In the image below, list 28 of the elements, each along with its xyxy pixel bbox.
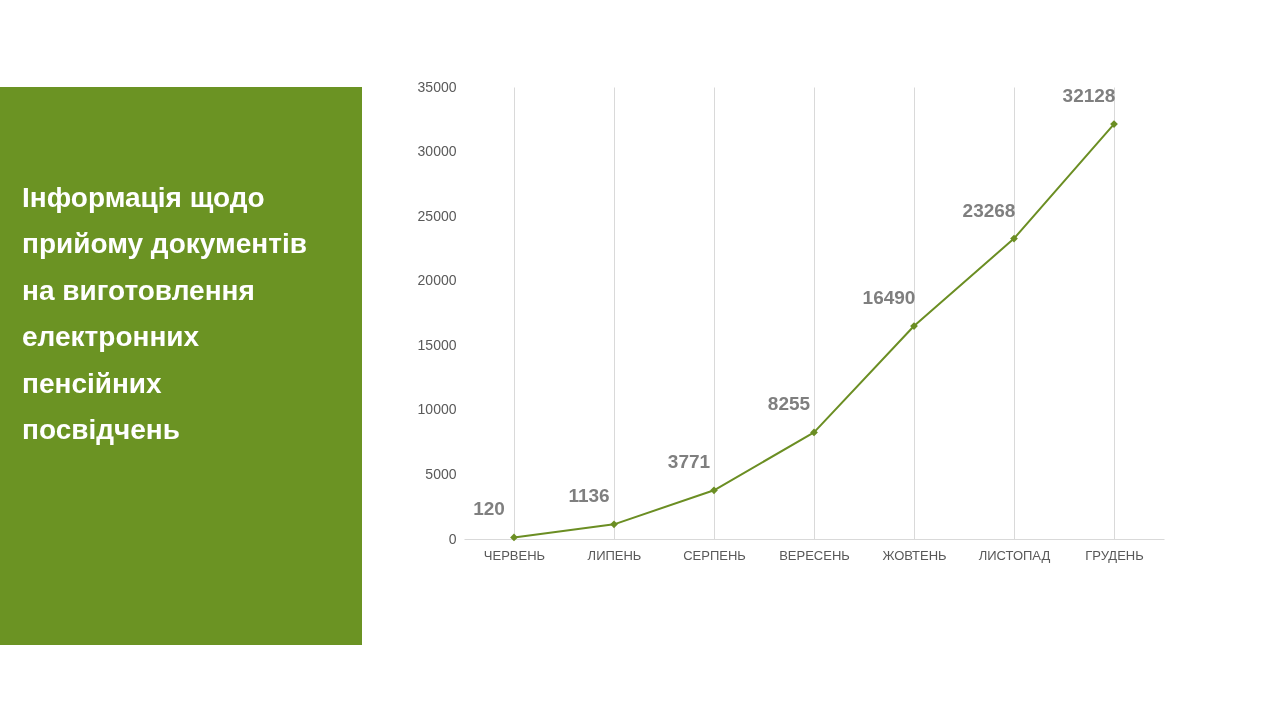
x-tick-label: ГРУДЕНЬ (1085, 547, 1144, 563)
x-tick-label: ЛИСТОПАД (978, 547, 1051, 563)
data-label: 3771 (667, 451, 711, 473)
data-label: 8255 (767, 393, 811, 415)
y-tick-label: 35000 (417, 78, 457, 95)
data-label: 23268 (962, 199, 1016, 221)
x-tick-label: ВЕРЕСЕНЬ (779, 547, 850, 563)
text: Інформація щодо прийому документів на виготовлення електронних пенсійних посвідчень (22, 181, 307, 446)
point (710, 486, 718, 495)
point (510, 533, 518, 542)
x-tick-label: ЖОВТЕНЬ (882, 547, 947, 563)
y-tick-label: 20000 (417, 272, 457, 289)
point (610, 520, 618, 529)
point (810, 428, 818, 437)
y-tick-label: 30000 (417, 143, 457, 160)
point (1010, 234, 1018, 243)
data-label: 16490 (862, 287, 916, 309)
y-tick-label: 15000 (417, 336, 457, 353)
x-tick-label: ЧЕРВЕНЬ (483, 547, 546, 563)
y-tick-label: 0 (448, 530, 457, 547)
y-tick-label: 25000 (417, 207, 457, 224)
y-tick-label: 10000 (417, 401, 457, 418)
x-tick-label: СЕРПЕНЬ (683, 547, 746, 563)
y-tick-label: 5000 (425, 465, 457, 482)
data-label: 32128 (1062, 85, 1116, 107)
data-label: 1136 (568, 485, 610, 507)
x-tick-label: ЛИПЕНЬ (587, 547, 642, 563)
data-label: 120 (473, 498, 505, 520)
